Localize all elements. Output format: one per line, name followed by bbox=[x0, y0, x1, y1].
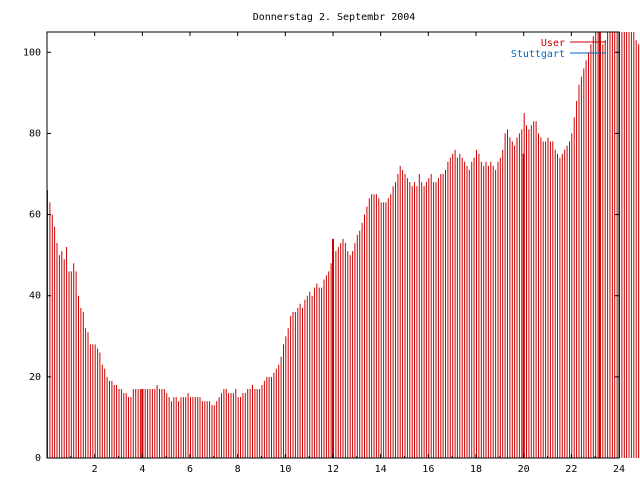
x-tick-label: 18 bbox=[470, 464, 482, 475]
user-marker-bar bbox=[332, 238, 334, 458]
legend: User Stuttgart bbox=[511, 38, 606, 60]
x-tick-label: 2 bbox=[92, 464, 98, 475]
markers-group bbox=[141, 32, 601, 458]
y-axis: 0 20 40 60 80 100 bbox=[23, 47, 619, 464]
y-tick-label: 100 bbox=[23, 47, 41, 58]
x-tick-label: 6 bbox=[187, 464, 193, 475]
user-marker-bar bbox=[141, 389, 144, 458]
y-tick-label: 40 bbox=[29, 291, 41, 302]
x-tick-label: 4 bbox=[139, 464, 145, 475]
x-tick-label: 16 bbox=[422, 464, 434, 475]
x-tick-label: 24 bbox=[613, 464, 625, 475]
x-tick-label: 14 bbox=[375, 464, 387, 475]
x-tick-label: 10 bbox=[279, 464, 291, 475]
legend-label-stuttgart: Stuttgart bbox=[511, 49, 565, 60]
y-tick-label: 60 bbox=[29, 210, 41, 221]
x-tick-label: 8 bbox=[235, 464, 241, 475]
x-tick-label: 22 bbox=[565, 464, 577, 475]
user-marker-bar bbox=[522, 153, 525, 458]
legend-label-user: User bbox=[541, 38, 565, 49]
y-tick-label: 20 bbox=[29, 372, 41, 383]
x-tick-label: 20 bbox=[518, 464, 530, 475]
y-tick-label: 0 bbox=[35, 453, 41, 464]
x-axis: 2 4 6 8 10 12 14 16 18 20 22 24 bbox=[70, 32, 625, 475]
bars-group bbox=[47, 32, 640, 458]
x-tick-label: 12 bbox=[327, 464, 339, 475]
chart-title: Donnerstag 2. Septembr 2004 bbox=[253, 12, 416, 23]
user-marker-bar bbox=[598, 32, 601, 458]
y-tick-label: 80 bbox=[29, 128, 41, 139]
